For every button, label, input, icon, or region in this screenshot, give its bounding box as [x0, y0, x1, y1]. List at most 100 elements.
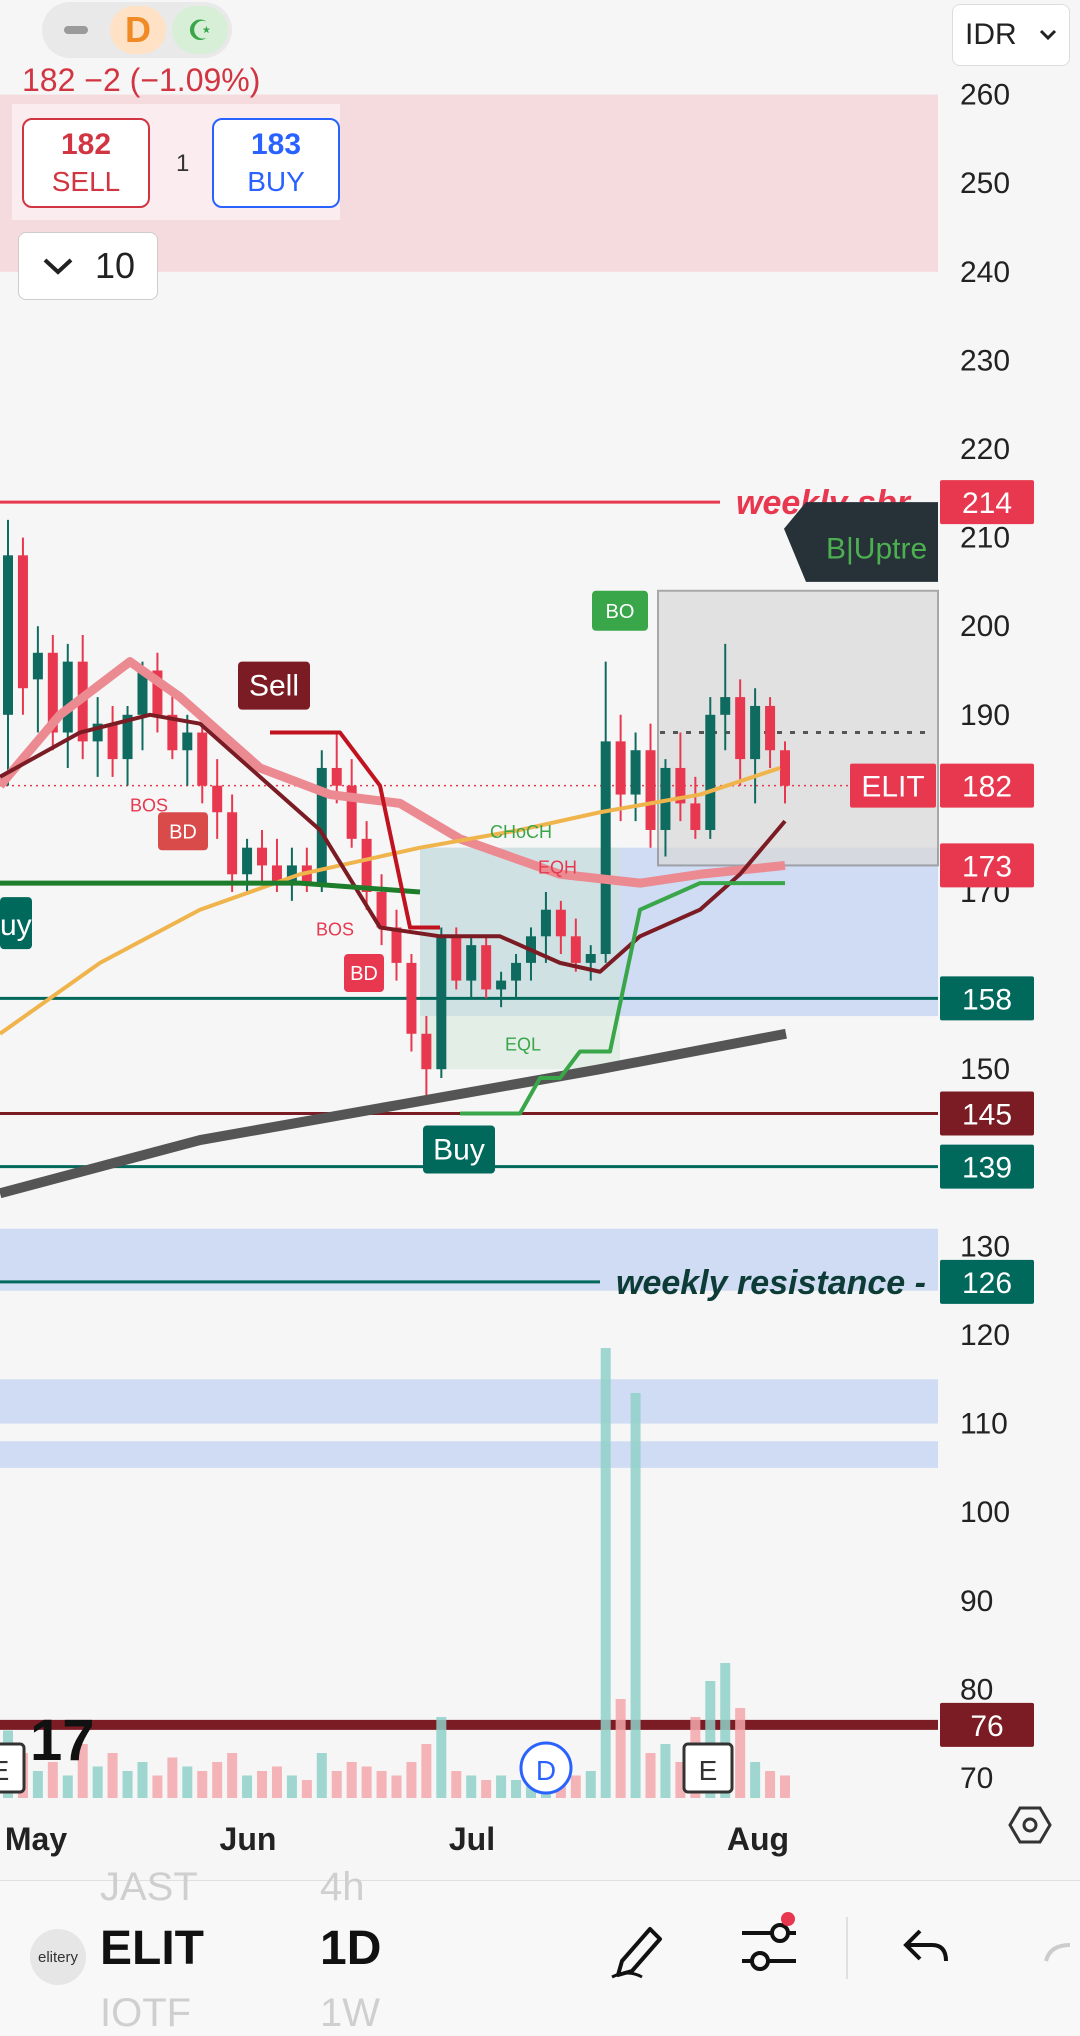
y-tick-label: 150: [960, 1053, 1010, 1086]
trend-tag-box: [784, 502, 938, 582]
candle-body: [645, 750, 656, 830]
volume-bar: [675, 1762, 686, 1798]
bd-marker-2-box: [344, 954, 384, 993]
chevron-down-icon: [1039, 29, 1057, 41]
breakout-box: [657, 589, 939, 867]
volume-bar: [62, 1775, 73, 1798]
earnings-marker-1-text: E: [0, 1755, 9, 1786]
chart-settings-icon-center: [1022, 1817, 1038, 1833]
price-label-box: [940, 763, 1034, 808]
candle-body: [466, 945, 477, 981]
candle-body: [705, 714, 716, 830]
x-axis-label: Jun: [220, 1821, 277, 1857]
interval-selector[interactable]: 10: [18, 232, 158, 300]
x-axis-label: Aug: [727, 1821, 789, 1857]
price-label-text: 214: [962, 487, 1012, 520]
chart-mode-switch[interactable]: D ☪: [42, 2, 232, 58]
candle-body: [391, 927, 402, 963]
volume-bar: [391, 1775, 402, 1798]
volume-bar: [286, 1775, 297, 1798]
candle-body: [32, 652, 43, 680]
price-chart[interactable]: 2602502402302202102001901701501301201101…: [0, 0, 1080, 1880]
redo-icon[interactable]: [1040, 1925, 1080, 1969]
volume-zone-1: [0, 1379, 938, 1424]
candle-body: [600, 741, 611, 955]
candle-body: [3, 555, 13, 715]
candle-body: [227, 812, 238, 875]
symbol-prev[interactable]: JAST: [100, 1865, 198, 1909]
buy-button[interactable]: 183 BUY: [212, 118, 340, 208]
bo-marker-text: BO: [606, 601, 635, 623]
volume-bar: [451, 1771, 462, 1798]
candle-body: [630, 750, 641, 795]
volume-bar: [466, 1775, 477, 1798]
volume-bar: [212, 1762, 223, 1798]
candle-body: [47, 652, 58, 733]
currency-selector[interactable]: IDR: [952, 4, 1070, 66]
interval-d-icon[interactable]: D: [110, 6, 166, 54]
ma-20-line: [0, 712, 787, 974]
minus-icon[interactable]: [48, 6, 104, 54]
y-tick-label: 210: [960, 522, 1010, 555]
volume-bar: [316, 1753, 327, 1798]
volume-bar: [77, 1744, 88, 1798]
timeframe-value[interactable]: 1D: [320, 1922, 382, 1975]
timeframe-next[interactable]: 1W: [320, 1991, 380, 2035]
price-label-box: [940, 1702, 1034, 1747]
bd-marker-2-text: BD: [350, 963, 378, 985]
y-tick-label: 250: [960, 167, 1010, 200]
sell-button[interactable]: 182 SELL: [22, 118, 150, 208]
volume-bar: [257, 1771, 268, 1798]
bd-marker-text: BD: [169, 821, 197, 843]
candle-body: [242, 847, 253, 875]
volume-bar: [227, 1753, 238, 1798]
volume-bar: [331, 1771, 342, 1798]
buy-marker-box: [423, 1125, 495, 1174]
volume-bar: [137, 1762, 148, 1798]
pencil-icon[interactable]: [608, 1917, 668, 1981]
currency-label: IDR: [965, 18, 1017, 51]
sell-marker-text: Sell: [249, 670, 299, 703]
volume-bar: [615, 1699, 626, 1798]
volume-bar: [765, 1771, 776, 1798]
volume-bar: [346, 1762, 357, 1798]
volume-bar: [436, 1717, 447, 1798]
candle-body: [137, 670, 148, 715]
order-quantity[interactable]: 1: [176, 150, 190, 177]
candle-body: [406, 962, 417, 1034]
volume-bar: [585, 1771, 596, 1798]
undo-icon[interactable]: [902, 1925, 950, 1969]
volume-bar: [511, 1780, 522, 1798]
crescent-icon[interactable]: ☪: [172, 6, 228, 54]
trend-tag-text: B|Uptre: [826, 532, 927, 565]
trailing-stop-1: [0, 880, 421, 895]
volume-bar: [780, 1775, 790, 1798]
volume-bar: [271, 1766, 282, 1798]
indicators-settings-icon[interactable]: [738, 1911, 802, 1981]
broker-logo: elitery: [30, 1929, 86, 1985]
price-label-text: 182: [962, 771, 1012, 804]
volume-bar: [92, 1766, 103, 1798]
candle-body: [436, 936, 447, 1070]
price-label-box: [940, 976, 1034, 1021]
sell-price: 182: [60, 128, 112, 161]
candle-body: [257, 847, 268, 866]
candle-body: [122, 714, 133, 760]
y-tick-label: 80: [960, 1673, 993, 1706]
y-tick-label: 70: [960, 1762, 993, 1795]
price-label-text: 158: [962, 983, 1012, 1016]
candle-body: [720, 697, 731, 715]
symbol-next[interactable]: IOTF: [100, 1991, 192, 2035]
buy-marker-text: Buy: [433, 1134, 485, 1167]
timeframe-prev[interactable]: 4h: [320, 1865, 365, 1909]
symbol-name[interactable]: ELIT: [100, 1922, 204, 1975]
ma-200-line: [0, 766, 781, 1036]
buy-marker-left-box: [0, 897, 32, 950]
y-tick-label: 110: [960, 1408, 1008, 1441]
candle-body: [167, 714, 178, 751]
candle-body: [182, 732, 193, 751]
volume-bar: [720, 1663, 731, 1798]
y-tick-label: 200: [960, 610, 1010, 643]
buy-marker-left-text: uy: [0, 909, 32, 942]
candle-body: [765, 705, 776, 751]
